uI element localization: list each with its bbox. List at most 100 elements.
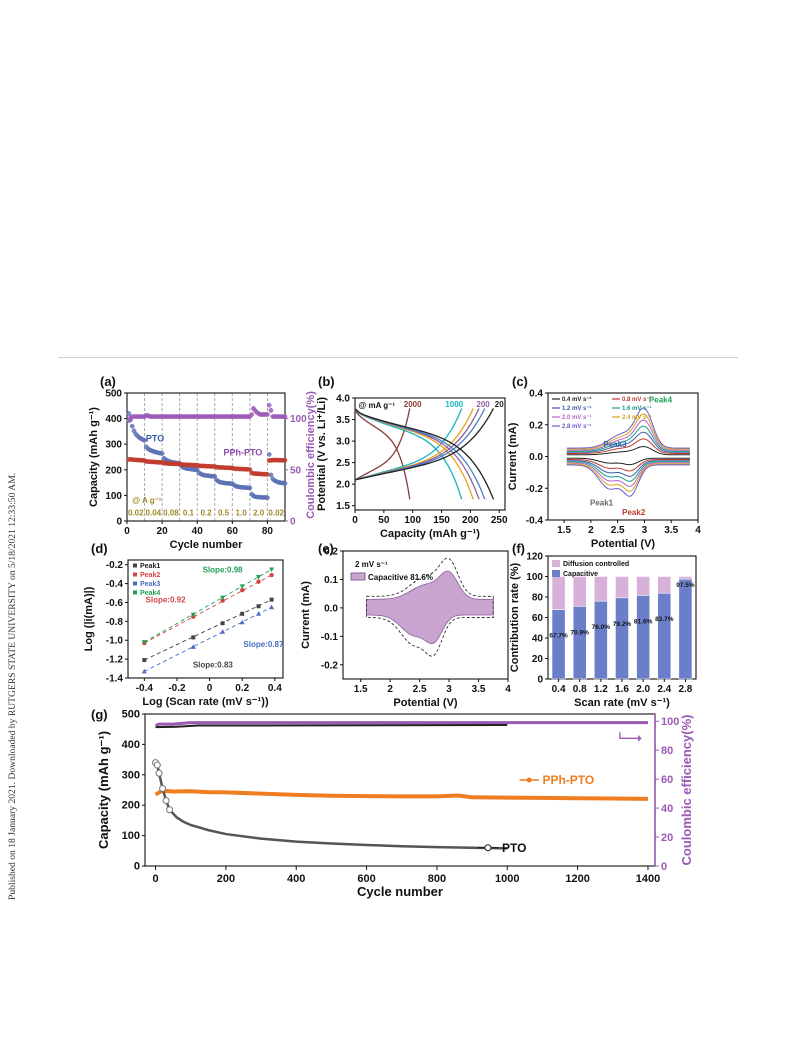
y-tick-label: 2.5 [336, 458, 350, 469]
data-point [153, 761, 161, 769]
data-point [142, 438, 147, 443]
x-tick-label: 400 [287, 873, 305, 885]
x-tick-label: 250 [491, 515, 508, 526]
panel-a: (a)0.02 0.04 0.08 0.1 0.2 0.5 1.0 2.0 0.020 20 40 6… [88, 374, 317, 551]
x-tick-label: 2.8 [678, 684, 692, 695]
data-label: 67.7% [549, 633, 568, 640]
x-tick-label: 40 [192, 526, 204, 537]
x-tick-label: -0.4 [136, 683, 154, 694]
bar-segment [678, 578, 693, 680]
y2-tick-label: 60 [661, 774, 673, 786]
cv-anodic [566, 425, 690, 452]
panel-c: (c) 1.5 2 2.5 3 3.5 4 -0.4 -0.2 0.0 0.2 0.4 Potentia… [507, 374, 701, 550]
rate-label: 0.5 [218, 508, 230, 517]
series-label: 200 [476, 400, 490, 409]
data-point [220, 598, 225, 603]
data-label: 81.6% [634, 618, 653, 625]
bar-segment [657, 576, 672, 594]
fit-line [144, 574, 272, 644]
data-point [240, 588, 245, 593]
x-tick-label: 0 [152, 873, 158, 885]
rate-label: 0.2 [200, 508, 212, 517]
x-axis-title: Cycle number [357, 884, 443, 899]
y2-tick-label: 50 [290, 465, 302, 476]
x-tick-label: 60 [227, 526, 239, 537]
data-point [190, 612, 196, 618]
fit-line [144, 569, 272, 643]
slope-label: Slope:0.83 [193, 661, 234, 670]
y-tick-label: 400 [105, 414, 122, 425]
x-tick-label: 2.5 [413, 684, 427, 695]
legend-label: Peak1 [140, 563, 160, 570]
y-axis-title: Capacity (mAh g⁻¹) [88, 407, 100, 507]
panel-b: (b) 0 50 100 150 200 250 1.5 2.0 2.5 3.0 3.5 4.0 Capa… [316, 374, 508, 540]
legend-marker [133, 572, 137, 577]
x-tick-label: 0.4 [268, 683, 282, 694]
y-tick-label: -1.0 [106, 636, 124, 647]
pto-series [154, 761, 508, 850]
pph-pto-series [154, 788, 648, 801]
y2-tick-label: 100 [290, 414, 307, 425]
y-axis-title: Current (mA) [300, 581, 312, 649]
legend-swatch [350, 572, 366, 581]
y-axis-title: Log (|i(mA)|) [83, 586, 95, 651]
x-tick-label: 1.2 [594, 684, 608, 695]
bar-segment [657, 592, 672, 680]
bar-segment [636, 595, 650, 680]
rate-label: 0.08 [163, 508, 179, 517]
y-tick-label: 4.0 [336, 394, 350, 405]
data-point [266, 452, 272, 457]
x-tick-label: 80 [262, 526, 274, 537]
panel-g: (g)0 200 400 600 800 1000 1200 1400010020030040… [91, 707, 694, 899]
download-watermark-text: Published on 18 January 2021. Downloaded… [7, 473, 18, 900]
y-tick-label: 0.2 [529, 420, 543, 431]
x-tick-label: 2 [588, 525, 594, 536]
data-point [269, 572, 274, 578]
cv-anodic [566, 446, 690, 456]
x-tick-label: 0 [207, 683, 213, 694]
x-tick-label: 1400 [636, 873, 660, 885]
charge-curve [354, 408, 495, 481]
x-axis-title: Potential (V) [393, 697, 458, 709]
y2-tick-label: 100 [661, 716, 679, 728]
data-point [162, 797, 170, 805]
x-tick-label: 1.6 [615, 684, 629, 695]
data-point [268, 408, 274, 413]
legend-marker [133, 590, 137, 595]
legend-label: 2.0 mV s⁻¹ [562, 414, 592, 421]
cv-cathodic [566, 457, 690, 466]
panel-d: (d) -0.4 -0.2 0 0.2 0.4 -1.4 -1.2 -1.0 -0.8 -0.6 -0… [83, 541, 284, 708]
legend-label: 2.8 mV s⁻¹ [562, 423, 592, 430]
annotation: PTO [146, 434, 164, 444]
y-tick-label: 120 [526, 552, 543, 563]
data-point [159, 451, 165, 456]
axis-arrow [619, 732, 640, 739]
data-point [282, 481, 288, 486]
x-axis-title: Cycle number [170, 539, 243, 551]
series-label: 1000 [445, 400, 463, 409]
y-tick-label: 0.1 [324, 575, 338, 586]
slope-label: Slope:0.98 [203, 565, 244, 574]
x-axis-title: Scan rate (mV s⁻¹) [574, 697, 670, 709]
data-point [256, 574, 262, 580]
panel-f: (f) 0 20 40 60 80 100 120 0.4 67.7% 0.8 70.9% 1.2 76.… [509, 541, 697, 709]
data-point [266, 402, 272, 408]
y-tick-label: 100 [526, 572, 543, 583]
x-tick-label: 1200 [565, 873, 589, 885]
panel-a-frame [126, 392, 286, 522]
bar-segment [551, 609, 566, 680]
data-label: 97.5% [676, 582, 695, 589]
annotation: 2 mV s⁻¹ [355, 560, 388, 569]
data-point [265, 412, 270, 417]
y-tick-label: 1.5 [336, 501, 350, 512]
y-tick-label: 0.4 [529, 389, 543, 400]
fit-line [144, 606, 272, 672]
x-tick-label: 100 [404, 515, 421, 526]
y-tick-label: 0.0 [324, 603, 338, 614]
x-tick-label: 4 [695, 525, 701, 536]
panel-g-frame [144, 713, 656, 867]
y-axis-title: Contribution rate (%) [509, 562, 521, 672]
y-tick-label: 300 [105, 440, 122, 451]
rate-label: 0.02 [128, 508, 144, 517]
